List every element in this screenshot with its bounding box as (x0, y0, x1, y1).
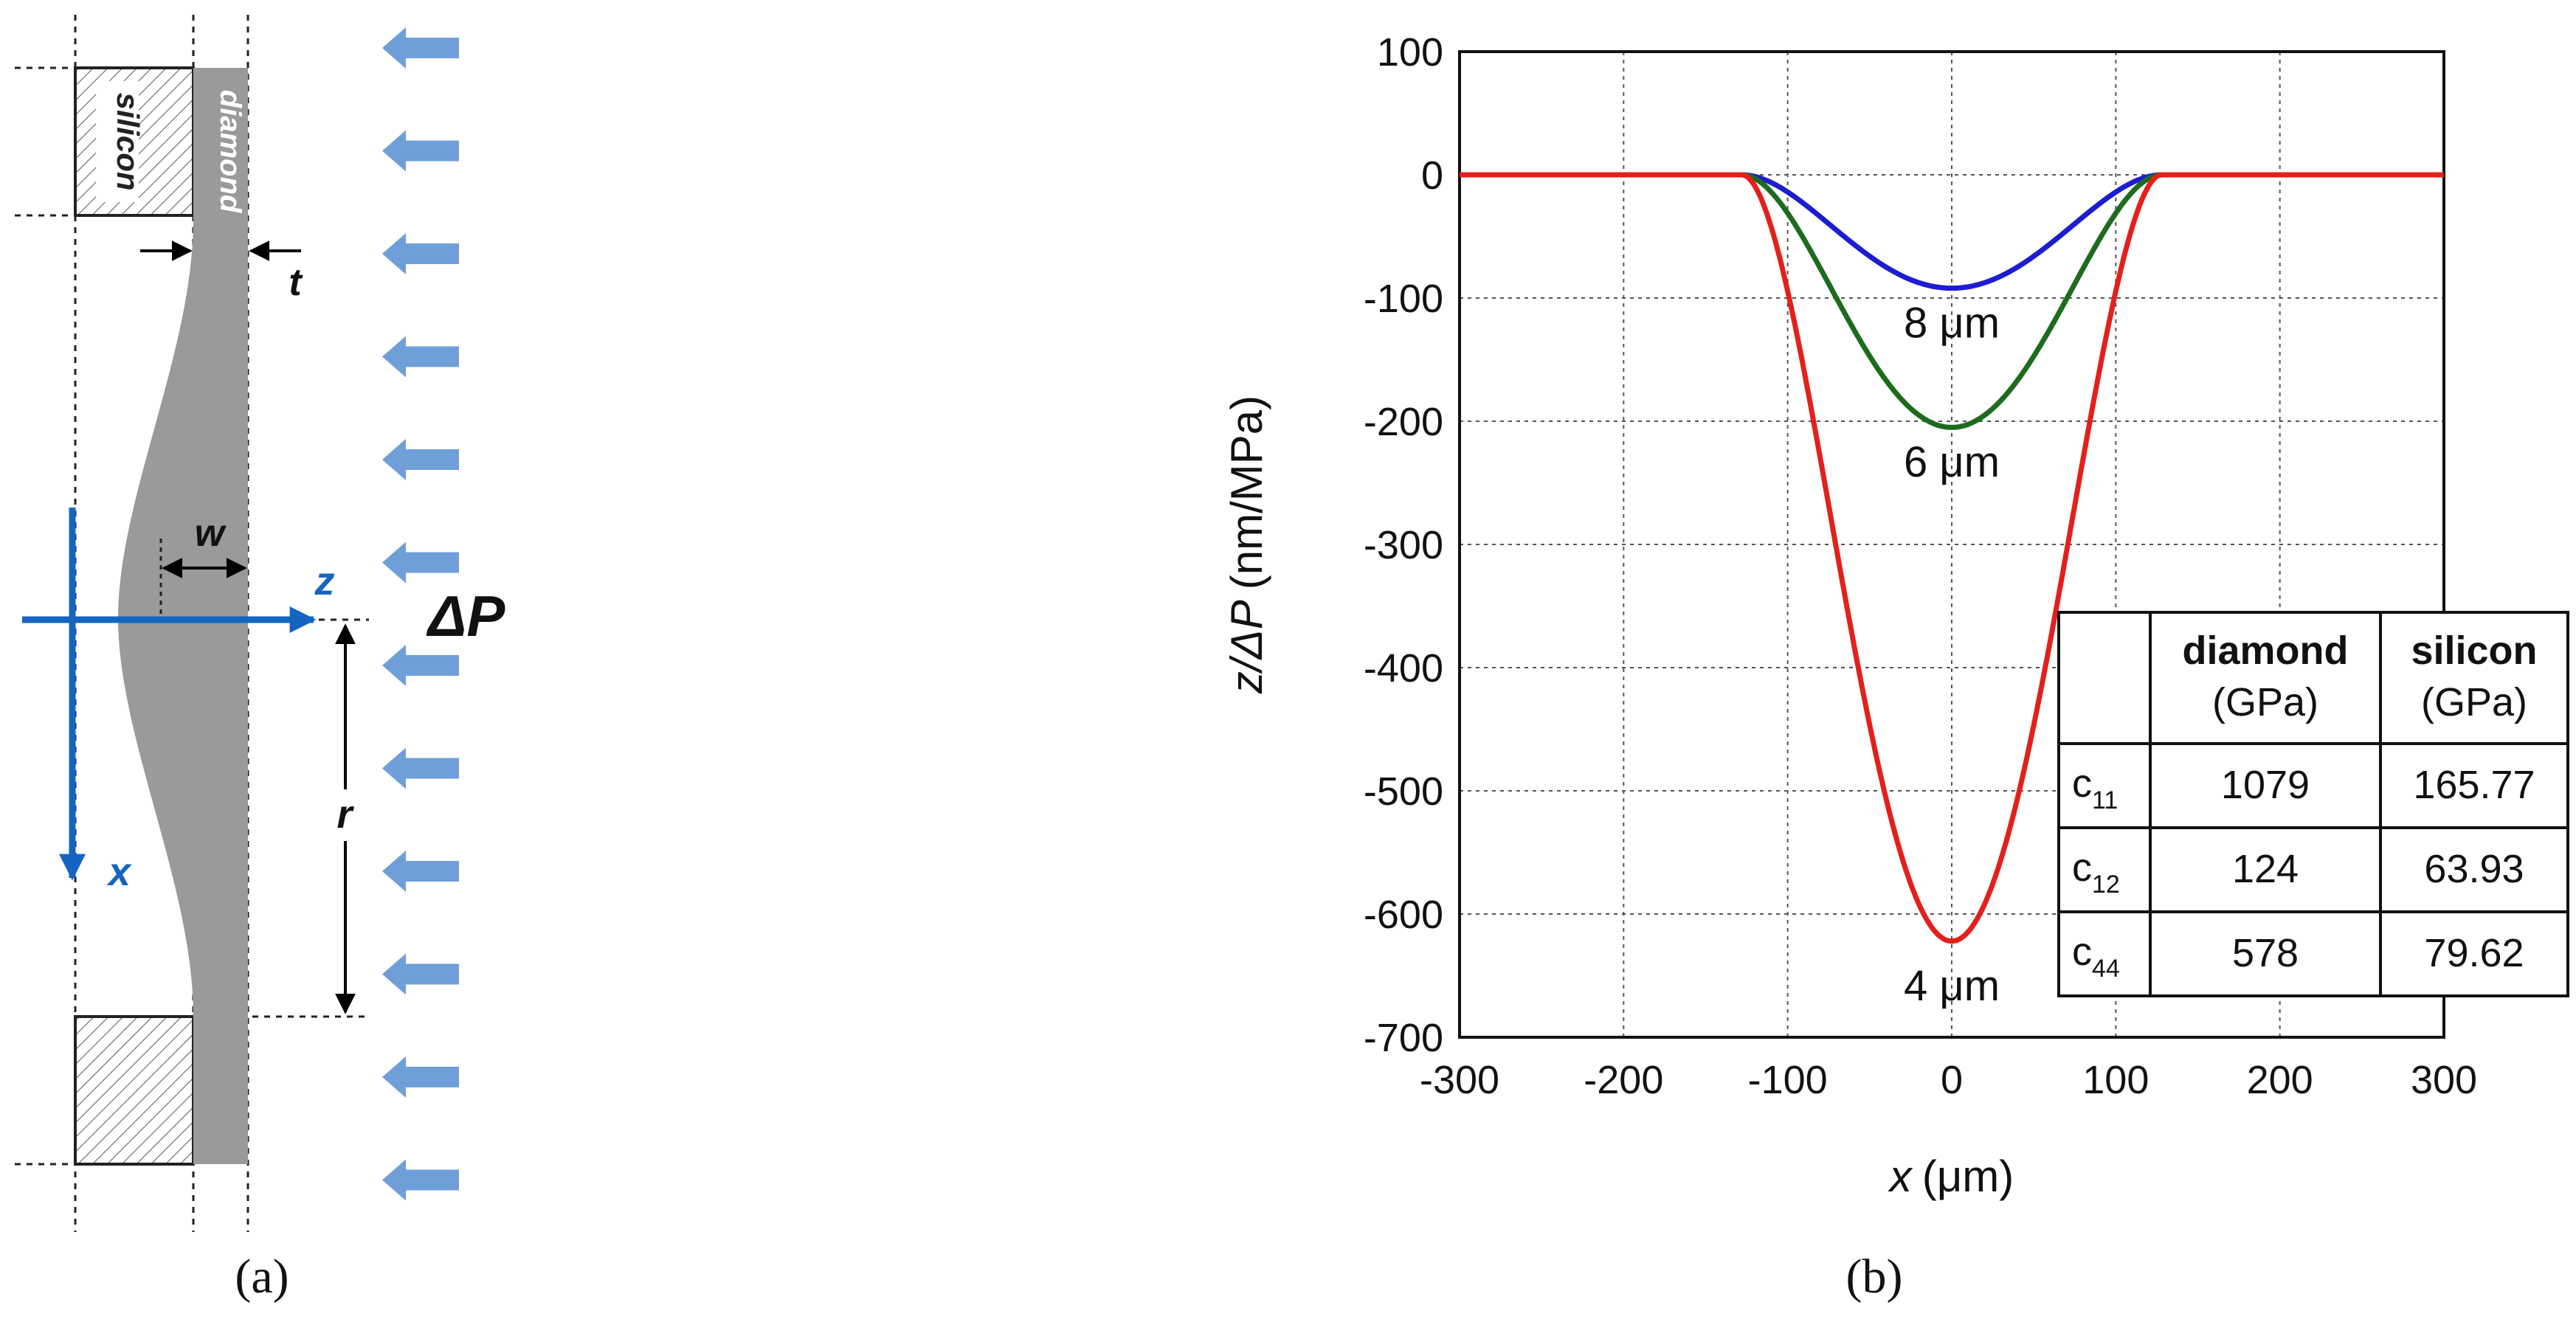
x-tick-label: -300 (1420, 1058, 1499, 1102)
x-tick-labels: -300 -200 -100 0 100 200 300 (1420, 1058, 2477, 1102)
pressure-arrow (382, 336, 459, 378)
pressure-arrow (382, 1056, 459, 1098)
pressure-arrow (382, 439, 459, 480)
pressure-arrow (382, 953, 459, 995)
diamond-membrane (118, 68, 248, 1164)
pressure-arrow (382, 27, 459, 69)
table-header-diamond-unit: (GPa) (2212, 680, 2318, 724)
y-tick-label: -200 (1364, 400, 1443, 444)
curves (1458, 172, 2445, 944)
y-axis-title: z/ΔP (nm/MPa) (1222, 395, 1271, 694)
membrane-schematic: silicon diamond t w z x r ΔP (a) (15, 15, 505, 1304)
annotation-8um: 8 μm (1904, 299, 2000, 347)
radius-label: r (336, 792, 354, 837)
y-tick-label: -700 (1364, 1016, 1443, 1060)
z-axis-label: z (314, 559, 335, 603)
y-tick-label: -100 (1364, 277, 1443, 321)
table-row-c12-silicon: 63.93 (2424, 847, 2524, 891)
pressure-arrow (382, 851, 459, 892)
pressure-arrow (382, 747, 459, 789)
curve-4um (1458, 172, 2445, 944)
plot-frame (1458, 50, 2445, 1039)
table-row-c11-silicon: 165.77 (2413, 763, 2535, 807)
x-axis-unit: (μm) (1922, 1152, 2014, 1201)
table-row-c11-symbol: c11 (2072, 761, 2118, 814)
caption-b: (b) (1846, 1250, 1903, 1304)
table-row-c44-symbol: c44 (2072, 930, 2120, 983)
table-header-diamond: diamond (2183, 629, 2349, 673)
pressure-label: ΔP (426, 584, 505, 648)
table-row-c12-diamond: 124 (2232, 847, 2299, 891)
elastic-constants-table: diamond (GPa) silicon (GPa) c11 1079 165… (2057, 611, 2569, 997)
y-tick-label: -300 (1364, 523, 1443, 567)
y-tick-label: -600 (1364, 893, 1443, 937)
y-tick-label: 100 (1377, 30, 1443, 75)
pressure-arrow (382, 233, 459, 274)
thickness-label: t (289, 261, 303, 304)
x-axis-var: x (1888, 1152, 1913, 1201)
table-header-silicon-unit: (GPa) (2421, 680, 2527, 724)
silicon-block-bottom (74, 1015, 195, 1166)
x-tick-label: 0 (1941, 1058, 1963, 1102)
x-tick-label: -200 (1584, 1058, 1663, 1102)
y-tick-label: -400 (1364, 646, 1443, 691)
pressure-arrow (382, 541, 459, 584)
y-tick-label: -500 (1364, 769, 1443, 814)
x-axis-title: x (μm) (1888, 1152, 2014, 1201)
y-tick-labels: 100 0 -100 -200 -300 -400 -500 -600 -700 (1364, 30, 1443, 1060)
pressure-arrows (382, 27, 459, 1201)
x-tick-label: -100 (1748, 1058, 1828, 1102)
pressure-arrow (382, 1159, 459, 1201)
x-tick-label: 200 (2247, 1058, 2313, 1102)
silicon-label: silicon (111, 92, 145, 190)
table-row-c11-diamond: 1079 (2221, 763, 2310, 807)
y-axis-unit: (nm/MPa) (1222, 395, 1271, 589)
x-tick-label: 100 (2082, 1058, 2149, 1102)
table-row-c12-symbol: c12 (2072, 845, 2120, 899)
annotation-4um: 4 μm (1904, 962, 2000, 1010)
x-axis-label: x (106, 850, 132, 894)
pressure-arrow (382, 130, 459, 172)
deflection-label: w (195, 512, 227, 555)
silicon-label-bg (96, 81, 139, 202)
pressure-arrow (382, 645, 459, 686)
table-row-c44-diamond: 578 (2232, 931, 2299, 975)
caption-a: (a) (235, 1250, 289, 1304)
table-frame (2057, 611, 2569, 997)
y-axis-var: z/ΔP (1222, 600, 1271, 694)
deflection-chart: 100 0 -100 -200 -300 -400 -500 -600 -700 -300 -20… (1222, 30, 2569, 1304)
diamond-label: diamond (214, 90, 246, 214)
y-tick-label: 0 (1421, 153, 1443, 198)
x-tick-label: 300 (2411, 1058, 2477, 1102)
table-row-c44-silicon: 79.62 (2424, 931, 2524, 975)
radius-label-bg (328, 789, 362, 841)
table-header-silicon: silicon (2411, 629, 2537, 673)
annotation-6um: 6 μm (1904, 438, 2000, 486)
